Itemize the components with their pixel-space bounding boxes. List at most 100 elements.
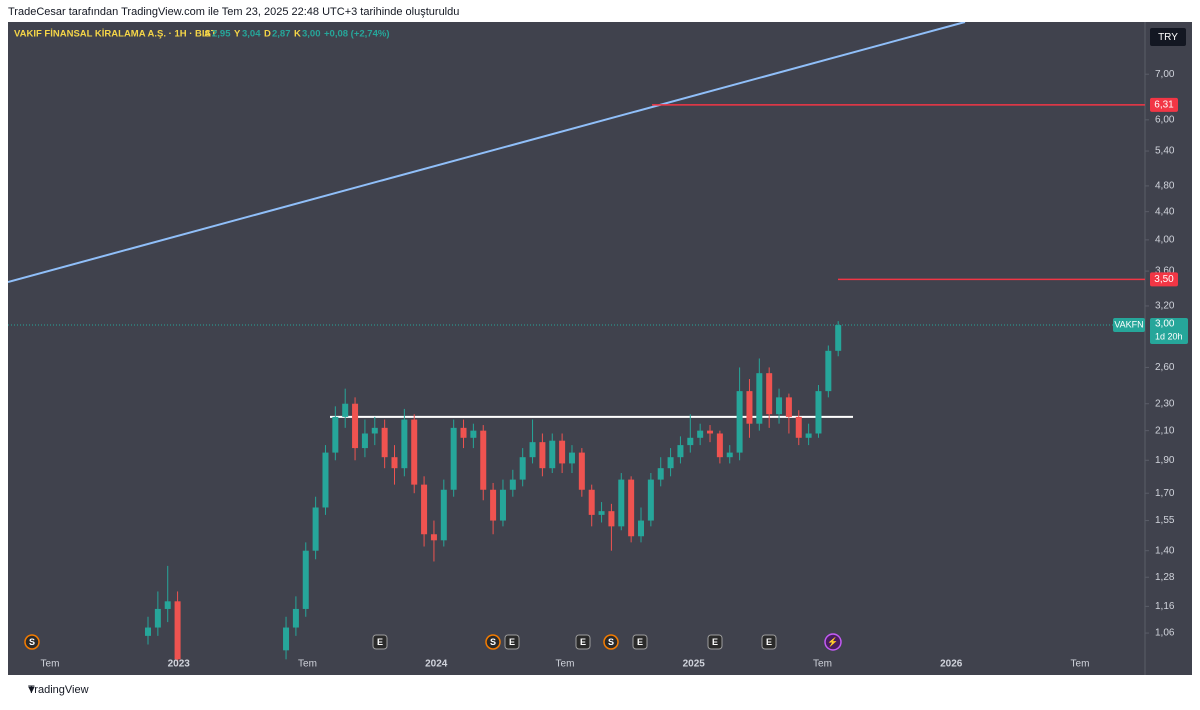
y-tick-label: 2,30 <box>1155 398 1175 409</box>
candle-body <box>657 468 664 480</box>
trend-line <box>8 22 966 283</box>
legend-value: 3,04 <box>242 29 261 40</box>
level-label: 3,50 <box>1154 274 1174 285</box>
y-tick-label: 4,00 <box>1155 235 1175 246</box>
candle-body <box>726 452 733 458</box>
level-label: 6,31 <box>1154 100 1174 111</box>
x-tick-label: Tem <box>813 659 832 670</box>
level-label-box <box>1150 97 1178 112</box>
candle-body <box>322 452 329 508</box>
candle-body <box>499 489 506 521</box>
event-label: E <box>766 637 772 647</box>
candle-body <box>785 397 792 417</box>
candle-body <box>618 479 625 527</box>
event-label: S <box>490 637 496 647</box>
candle-body <box>391 457 398 469</box>
candle-body <box>312 507 319 551</box>
candle-body <box>529 442 536 458</box>
y-tick-label: 2,60 <box>1155 362 1175 373</box>
candle-body <box>578 452 585 490</box>
dividend-icon <box>824 633 842 651</box>
candle-body <box>539 442 546 469</box>
y-tick-label: 1,90 <box>1155 455 1175 466</box>
candle-body <box>697 430 704 438</box>
legend: VAKIF FİNANSAL KİRALAMA A.Ş. · 1H · BIST… <box>14 29 390 40</box>
legend-value: 3,00 <box>302 29 321 40</box>
candle-body <box>174 601 181 660</box>
legend-value: 2,87 <box>272 29 291 40</box>
candle-body <box>598 511 605 515</box>
legend-change: +0,08 (+2,74%) <box>324 29 390 40</box>
candle-body <box>302 550 309 609</box>
x-tick-label: Tem <box>41 659 60 670</box>
footer-logo: ▼ <box>26 684 37 696</box>
candle-body <box>549 440 556 469</box>
x-tick-label: 2023 <box>168 659 191 670</box>
x-tick-label: Tem <box>556 659 575 670</box>
event-icon <box>707 634 723 650</box>
candle-body <box>638 520 644 537</box>
event-label: S <box>29 637 35 647</box>
event-icon <box>504 634 520 650</box>
candle-body <box>746 391 753 424</box>
y-tick-label: 1,06 <box>1155 628 1175 639</box>
legend-value: 2,95 <box>212 29 231 40</box>
candle-body <box>766 373 773 415</box>
candle-body <box>835 325 842 351</box>
candle-body <box>677 445 684 458</box>
candle-body <box>371 427 378 434</box>
candle-body <box>411 419 418 485</box>
candle-body <box>825 350 832 392</box>
plot-background <box>8 22 1192 675</box>
symbol-title: VAKIF FİNANSAL KİRALAMA A.Ş. · 1H · BIST <box>14 29 217 40</box>
event-label: S <box>608 637 614 647</box>
x-tick-label: 2025 <box>683 659 706 670</box>
candle-body <box>401 419 408 469</box>
event-icon <box>632 634 648 650</box>
candle-body <box>707 430 714 434</box>
x-tick-label: 2026 <box>940 659 963 670</box>
y-tick-label: 5,40 <box>1155 146 1175 157</box>
candle-body <box>154 608 161 628</box>
candle-body <box>776 397 783 415</box>
candle-body <box>795 416 802 438</box>
y-tick-label: 3,20 <box>1155 301 1175 312</box>
candle-body <box>292 608 299 628</box>
candle-body <box>440 489 447 541</box>
candle-body <box>687 437 694 446</box>
y-tick-label: 1,28 <box>1155 572 1175 583</box>
plot-area <box>145 104 1145 666</box>
candle-body <box>164 601 171 609</box>
legend-key: K <box>294 29 301 40</box>
candle-body <box>332 416 339 453</box>
candle-body <box>628 479 635 537</box>
y-tick-label: 3,60 <box>1155 266 1175 277</box>
symbol-box <box>1113 318 1145 333</box>
dividend-glyph: ⚡ <box>827 636 838 648</box>
candle-body <box>470 430 477 438</box>
candle-body <box>736 391 743 453</box>
event-label: E <box>509 637 515 647</box>
event-label: E <box>712 637 718 647</box>
currency-box <box>1150 28 1186 46</box>
candle-body <box>805 433 812 438</box>
level-label-box <box>1150 272 1178 287</box>
candle-body <box>647 479 654 521</box>
price-box <box>1150 318 1188 345</box>
y-tick-label: 1,70 <box>1155 488 1175 499</box>
candle-body <box>283 627 290 651</box>
price-label: 3,00 <box>1155 319 1175 330</box>
y-tick-label: 4,80 <box>1155 181 1175 192</box>
y-tick-label: 1,40 <box>1155 545 1175 556</box>
footer: TradingView <box>28 684 89 696</box>
event-icon <box>575 634 591 650</box>
candle-body <box>815 391 822 434</box>
event-icon <box>372 634 388 650</box>
y-tick-label: 1,16 <box>1155 601 1175 612</box>
currency: TRY <box>1158 32 1178 43</box>
candle-body <box>588 489 595 515</box>
x-tick-label: Tem <box>298 659 317 670</box>
x-tick-label: 2024 <box>425 659 448 670</box>
legend-key: Y <box>234 29 241 40</box>
